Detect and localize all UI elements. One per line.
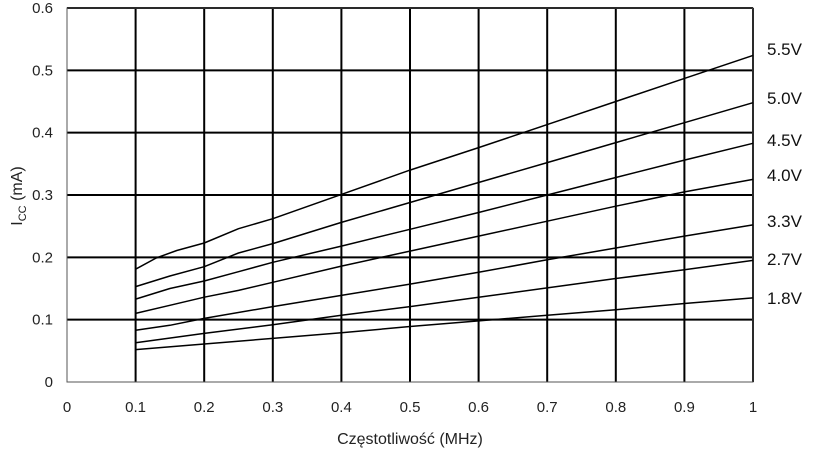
x-axis-ticks: 0 0.1 0.2 0.3 0.4 0.5 0.6 0.7 0.8 0.9 1 — [63, 399, 757, 416]
y-axis-title-main: I — [9, 221, 26, 225]
y-axis-title-sub: CC — [17, 205, 29, 221]
x-tick-label: 0.4 — [331, 399, 352, 416]
series-line-2.7V — [135, 259, 754, 344]
series-line-3.3V — [135, 224, 754, 332]
series-line-4.0V — [135, 178, 754, 315]
y-tick-label: 0.1 — [32, 312, 53, 329]
series-label-3.3V: 3.3V — [767, 212, 803, 231]
x-tick-label: 0.5 — [400, 399, 421, 416]
y-tick-label: 0.3 — [32, 187, 53, 204]
y-tick-label: 0 — [45, 374, 53, 391]
x-tick-label: 0 — [63, 399, 71, 416]
y-axis-title-unit: (mA) — [9, 166, 26, 205]
x-tick-label: 0.6 — [468, 399, 489, 416]
series-label-4.0V: 4.0V — [767, 166, 803, 185]
x-tick-label: 0.9 — [674, 399, 695, 416]
y-axis-ticks: 0 0.1 0.2 0.3 0.4 0.5 0.6 — [32, 0, 53, 391]
plot-frame — [66, 7, 754, 383]
series-lines — [135, 54, 754, 351]
x-tick-label: 1 — [749, 399, 757, 416]
grid — [66, 7, 754, 383]
series-line-5.5V — [135, 54, 754, 270]
series-label-4.5V: 4.5V — [767, 131, 803, 150]
y-tick-label: 0.2 — [32, 249, 53, 266]
y-axis-title: ICC (mA) — [9, 166, 29, 225]
y-tick-label: 0.5 — [32, 62, 53, 79]
series-label-5.5V: 5.5V — [767, 40, 803, 59]
series-label-5.0V: 5.0V — [767, 89, 803, 108]
series-labels: 5.5V 5.0V 4.5V 4.0V 3.3V 2.7V 1.8V — [767, 40, 803, 308]
x-tick-label: 0.7 — [537, 399, 558, 416]
x-tick-label: 0.3 — [262, 399, 283, 416]
y-tick-label: 0.4 — [32, 125, 53, 142]
x-tick-label: 0.1 — [125, 399, 146, 416]
series-line-1.8V — [135, 297, 754, 351]
series-line-4.5V — [135, 142, 754, 300]
x-axis-title: Częstotliwość (MHz) — [337, 431, 483, 448]
x-tick-label: 0.8 — [605, 399, 626, 416]
y-tick-label: 0.6 — [32, 0, 53, 17]
series-line-5.0V — [135, 101, 754, 288]
series-label-2.7V: 2.7V — [767, 250, 803, 269]
x-tick-label: 0.2 — [194, 399, 215, 416]
series-label-1.8V: 1.8V — [767, 289, 803, 308]
